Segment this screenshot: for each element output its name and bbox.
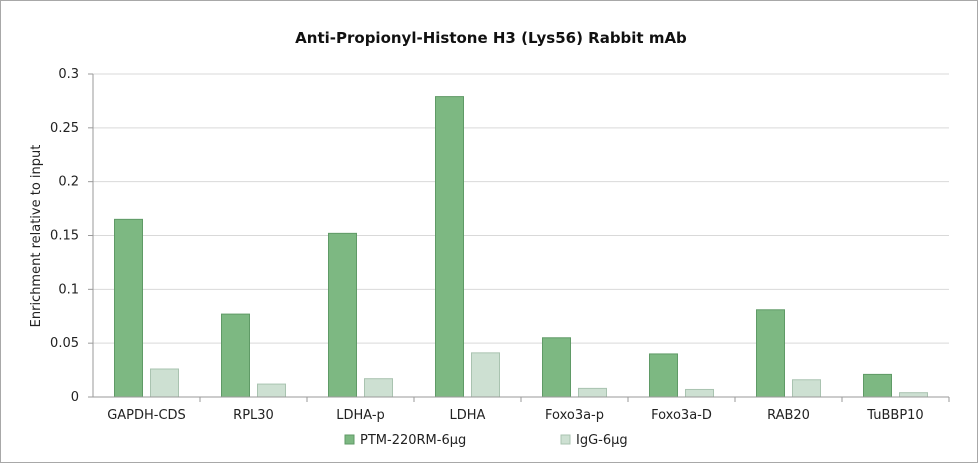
bar-igg	[792, 379, 821, 398]
legend-swatch	[344, 434, 355, 445]
bar-igg	[685, 388, 714, 398]
bar-ptm	[649, 353, 678, 398]
y-tick-label: 0.2	[58, 175, 79, 190]
legend-label: PTM-220RM-6μg	[360, 433, 466, 448]
bars	[114, 96, 928, 398]
x-category-label: RAB20	[767, 408, 810, 423]
y-tick-label: 0.15	[50, 229, 79, 244]
bar-igg	[471, 352, 500, 398]
bar-igg	[578, 387, 607, 398]
x-category-label: GAPDH-CDS	[107, 408, 186, 423]
legend-label: IgG-6μg	[576, 433, 628, 448]
bar-ptm	[221, 313, 250, 398]
bar-igg	[257, 383, 286, 398]
y-axis-ticks: 0 0.05 0.1 0.15 0.2 0.25 0.3	[50, 67, 93, 405]
x-category-label: RPL30	[233, 408, 274, 423]
bar-ptm	[863, 373, 892, 398]
x-category-label: LDHA	[450, 408, 486, 423]
bar-igg	[899, 392, 928, 398]
x-category-label: LDHA-p	[336, 408, 385, 423]
y-tick-label: 0.1	[58, 282, 79, 297]
y-tick-label: 0.3	[58, 67, 79, 82]
bar-ptm	[542, 337, 571, 398]
x-category-label: Foxo3a-p	[545, 408, 604, 423]
legend-swatch	[560, 434, 571, 445]
y-axis-label: Enrichment relative to input	[29, 145, 44, 328]
y-tick-label: 0	[71, 390, 79, 405]
gridlines	[93, 73, 949, 344]
bar-ptm	[756, 309, 785, 398]
bar-igg	[364, 378, 393, 398]
bar-ptm	[114, 218, 143, 398]
bar-igg	[150, 368, 179, 398]
bar-ptm	[435, 96, 464, 398]
legend: PTM-220RM-6μg IgG-6μg	[344, 433, 628, 448]
y-tick-label: 0.25	[50, 121, 79, 136]
x-category-label: Foxo3a-D	[651, 408, 712, 423]
y-tick-label: 0.05	[50, 336, 79, 351]
bar-ptm	[328, 232, 357, 398]
chart-title: Anti-Propionyl-Histone H3 (Lys56) Rabbit…	[295, 29, 687, 47]
x-axis-categories: GAPDH-CDS RPL30 LDHA-p LDHA Foxo3a-p Foxo3a-D…	[107, 397, 950, 423]
x-category-label: TuBBP10	[866, 408, 923, 423]
